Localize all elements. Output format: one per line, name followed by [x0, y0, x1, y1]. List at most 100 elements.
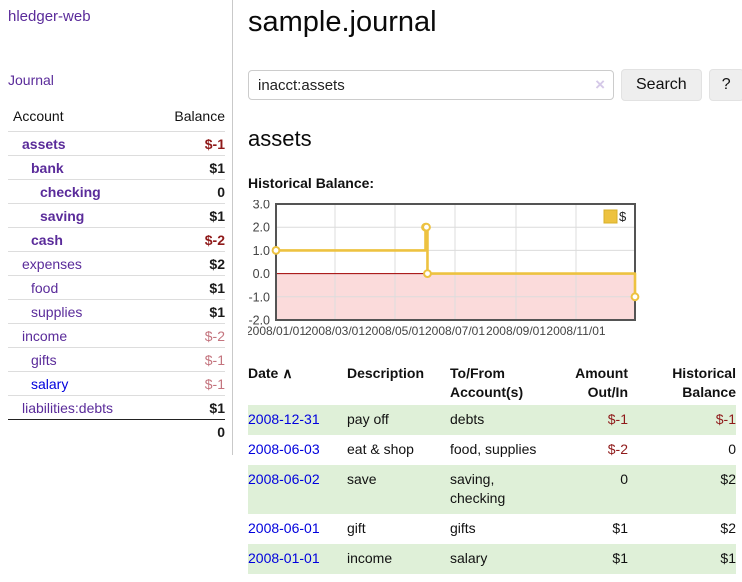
- account-row: bank $1: [8, 155, 225, 179]
- x-tick-label: 2008/07/01: [425, 324, 485, 338]
- account-balance: $-1: [204, 375, 225, 392]
- transaction-date-link[interactable]: 2008-12-31: [248, 411, 320, 427]
- column-header-accounts: To/From Account(s): [450, 365, 524, 400]
- transaction-date-link[interactable]: 2008-06-01: [248, 520, 320, 536]
- x-tick-label: 2008/11/01: [546, 324, 605, 338]
- account-balance: $-2: [204, 231, 225, 248]
- account-link-food[interactable]: food: [31, 279, 59, 296]
- transaction-amount: 0: [620, 471, 628, 487]
- x-tick-label: 2008/03/01: [305, 324, 365, 338]
- x-tick-label: 2008/01/01: [248, 324, 306, 338]
- main-content: sample.journal × Search ? assets Histori…: [233, 0, 742, 574]
- account-link-checking[interactable]: checking: [40, 183, 101, 200]
- transaction-amount: $-2: [607, 441, 628, 457]
- plot-border: [275, 203, 636, 321]
- account-link-bank[interactable]: bank: [31, 159, 64, 176]
- transaction-accounts: food, supplies: [450, 441, 537, 457]
- transaction-description: eat & shop: [347, 441, 414, 457]
- transaction-accounts: salary: [450, 550, 488, 566]
- account-balance: $1: [209, 303, 225, 320]
- account-balance: $1: [209, 279, 225, 296]
- transaction-description: save: [347, 471, 377, 487]
- transaction-amount: $1: [612, 520, 628, 536]
- account-balance: $1: [209, 399, 225, 416]
- y-tick-label: 0.0: [253, 267, 270, 281]
- accounts-total-balance: 0: [217, 423, 225, 440]
- transaction-accounts: debts: [450, 411, 485, 427]
- y-tick-label: 1.0: [253, 244, 270, 258]
- transaction-balance: $1: [720, 550, 736, 566]
- transaction-amount: $1: [612, 550, 628, 566]
- transaction-accounts: saving, checking: [450, 471, 506, 506]
- x-tick-label: 2008/05/01: [365, 324, 425, 338]
- transaction-date-link[interactable]: 2008-06-02: [248, 471, 320, 487]
- search-row: × Search ?: [248, 69, 742, 101]
- account-link-cash[interactable]: cash: [31, 231, 63, 248]
- accounts-header-balance: Balance: [174, 108, 225, 124]
- transaction-balance: $-1: [715, 411, 736, 427]
- account-balance: $-1: [204, 351, 225, 368]
- help-button[interactable]: ?: [708, 69, 742, 101]
- transaction-date-link[interactable]: 2008-01-01: [248, 550, 320, 566]
- historical-balance-chart: $3.0 2.0 1.0 0.0 -1.0 -2.0 2008/01/01 2008/03/0…: [246, 198, 640, 344]
- sidebar-item-journal[interactable]: Journal: [8, 72, 54, 88]
- clear-search-icon[interactable]: ×: [595, 75, 605, 95]
- account-link-liabilities-debts[interactable]: liabilities:debts: [22, 399, 114, 416]
- y-tick-label: 3.0: [253, 200, 270, 212]
- account-balance: $-1: [204, 135, 225, 152]
- transaction-date-link[interactable]: 2008-06-03: [248, 441, 320, 457]
- transaction-balance: $2: [720, 520, 736, 536]
- account-row: salary $-1: [8, 371, 225, 395]
- transaction-description: gift: [347, 520, 366, 536]
- account-link-supplies[interactable]: supplies: [31, 303, 83, 320]
- data-point-marker: [271, 246, 281, 255]
- account-row: gifts $-1: [8, 347, 225, 371]
- search-input[interactable]: [248, 70, 614, 100]
- account-balance: $1: [209, 207, 225, 224]
- account-link-saving[interactable]: saving: [40, 207, 85, 224]
- y-tick-label: -1.0: [248, 290, 270, 304]
- account-balance: $1: [209, 159, 225, 176]
- search-button[interactable]: Search: [621, 69, 702, 101]
- y-tick-label: 2.0: [253, 221, 270, 235]
- chart-title: Historical Balance:: [248, 175, 375, 191]
- account-section-title: assets: [248, 126, 312, 151]
- account-row: income $-2: [8, 323, 225, 347]
- accounts-table-header: Account Balance: [8, 104, 225, 131]
- account-row: expenses $2: [8, 251, 225, 275]
- app-title-link[interactable]: hledger-web: [8, 8, 91, 25]
- transaction-description: income: [347, 550, 393, 566]
- register-table: Date ∧ Description To/From Account(s) Amo…: [248, 361, 736, 574]
- register-row: 2008-06-01 gift gifts $1 $2: [248, 514, 736, 544]
- account-link-assets[interactable]: assets: [22, 135, 66, 152]
- legend-label: $: [619, 209, 627, 224]
- y-tick-label: -2.0: [248, 314, 270, 328]
- transaction-description: pay off: [347, 411, 389, 427]
- data-point-marker: [630, 292, 640, 302]
- register-table-body: 2008-12-31 pay off debts $-1 $-1 2008-06-03 ea…: [248, 405, 736, 574]
- balance-chart-svg: $3.0 2.0 1.0 0.0 -1.0 -2.02008/01/012008/03/0…: [246, 198, 640, 338]
- register-header-row: Date ∧ Description To/From Account(s) Amo…: [248, 361, 736, 405]
- account-row: assets $-1: [8, 131, 225, 155]
- account-link-gifts[interactable]: gifts: [31, 351, 57, 368]
- account-balance: $-2: [204, 327, 225, 344]
- search-box: ×: [248, 70, 614, 100]
- accounts-table-body: assets $-1 bank $1 checking 0 saving $1 cash $-2 e…: [8, 131, 225, 443]
- account-link-income[interactable]: income: [22, 327, 68, 344]
- data-point-marker: [423, 269, 432, 278]
- account-row: supplies $1: [8, 299, 225, 323]
- transaction-amount: $-1: [607, 411, 628, 427]
- column-header-date[interactable]: Date ∧: [248, 365, 293, 381]
- account-row: cash $-2: [8, 227, 225, 251]
- account-row: food $1: [8, 275, 225, 299]
- accounts-total-row: 0: [8, 419, 225, 443]
- accounts-table: Account Balance assets $-1 bank $1 checking 0…: [8, 104, 225, 443]
- column-header-amount: Amount Out/In: [575, 365, 628, 400]
- transaction-balance: $2: [720, 471, 736, 487]
- accounts-header-account: Account: [13, 108, 64, 124]
- register-row: 2008-06-02 save saving, checking 0 $2: [248, 465, 736, 514]
- register-row: 2008-06-03 eat & shop food, supplies $-2 0: [248, 435, 736, 465]
- account-link-expenses[interactable]: expenses: [22, 255, 82, 272]
- account-link-salary[interactable]: salary: [31, 375, 69, 392]
